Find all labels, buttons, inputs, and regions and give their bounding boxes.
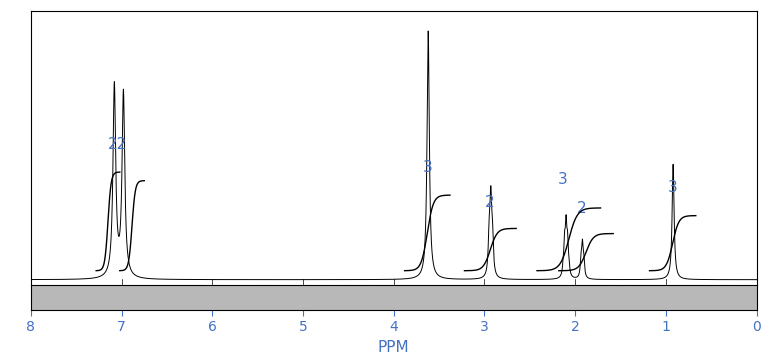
X-axis label: PPM: PPM — [378, 340, 409, 352]
Text: 2: 2 — [485, 195, 495, 210]
Text: 2: 2 — [577, 201, 586, 216]
Text: 3: 3 — [422, 159, 432, 175]
Text: 22: 22 — [107, 137, 127, 152]
Text: 3: 3 — [667, 180, 677, 195]
Text: 3: 3 — [557, 172, 567, 187]
